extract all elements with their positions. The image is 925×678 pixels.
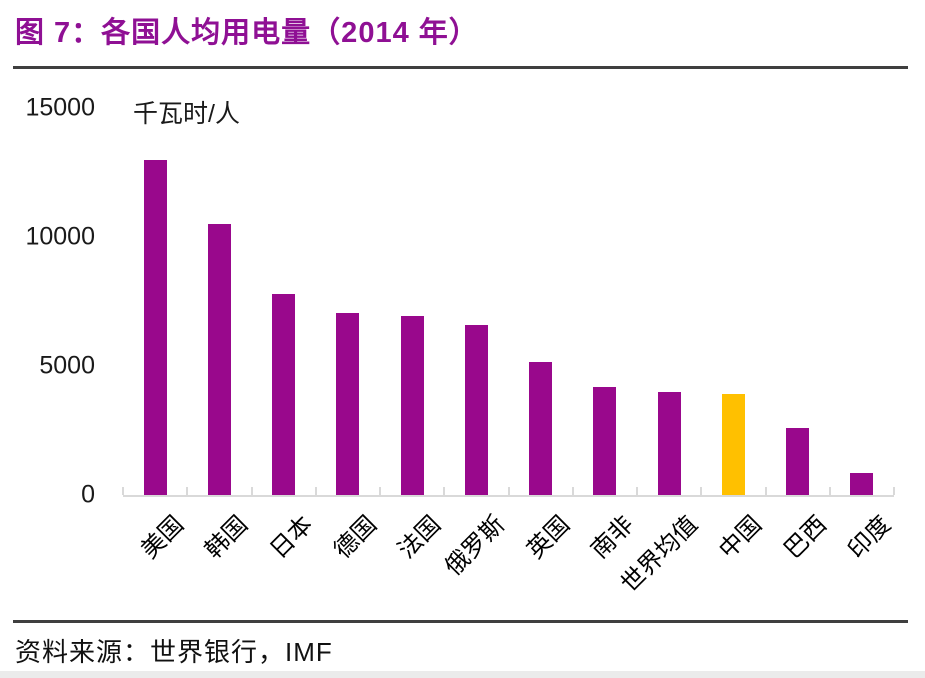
bar-世界均值 bbox=[657, 391, 681, 495]
y-tick-label-0: 0 bbox=[81, 480, 95, 509]
x-label-日本: 日本 bbox=[264, 510, 318, 564]
x-axis-line bbox=[123, 495, 894, 497]
footer-divider-line bbox=[13, 620, 908, 623]
x-axis-tick bbox=[443, 487, 446, 495]
x-label-美国: 美国 bbox=[136, 510, 190, 564]
bar-德国 bbox=[336, 313, 360, 495]
x-axis-tick bbox=[507, 487, 510, 495]
x-axis-tick bbox=[893, 487, 895, 495]
y-tick-label-15000: 15000 bbox=[25, 93, 95, 122]
figure-title: 图 7：各国人均用电量（2014 年） bbox=[15, 17, 479, 49]
x-label-俄罗斯: 俄罗斯 bbox=[440, 510, 511, 581]
bar-巴西 bbox=[786, 427, 810, 495]
x-axis-tick bbox=[379, 487, 381, 495]
x-axis-tick bbox=[250, 487, 253, 495]
x-axis-tick bbox=[828, 487, 831, 495]
x-axis-tick bbox=[764, 487, 767, 495]
x-label-巴西: 巴西 bbox=[778, 510, 832, 564]
x-axis-tick bbox=[571, 487, 574, 495]
x-label-韩国: 韩国 bbox=[200, 510, 254, 564]
x-axis-tick bbox=[314, 487, 317, 495]
x-label-印度: 印度 bbox=[842, 510, 896, 564]
x-axis-tick bbox=[122, 487, 124, 495]
x-axis-tick bbox=[700, 487, 703, 495]
page-bottom-edge bbox=[0, 671, 925, 678]
bar-chart-plot-area bbox=[122, 108, 895, 497]
data-source-note: 资料来源：世界银行，IMF bbox=[15, 637, 333, 667]
bar-中国 bbox=[721, 394, 745, 495]
title-divider-line bbox=[13, 66, 908, 69]
bar-印度 bbox=[850, 473, 874, 495]
bar-韩国 bbox=[207, 224, 231, 495]
bar-日本 bbox=[272, 293, 296, 495]
bar-英国 bbox=[529, 362, 553, 495]
y-tick-label-10000: 10000 bbox=[25, 222, 95, 251]
bar-俄罗斯 bbox=[464, 324, 488, 495]
x-label-德国: 德国 bbox=[328, 510, 382, 564]
x-label-英国: 英国 bbox=[521, 510, 575, 564]
x-axis-tick bbox=[186, 487, 189, 495]
x-axis-tick bbox=[636, 487, 638, 495]
x-label-中国: 中国 bbox=[714, 510, 768, 564]
y-axis-unit-label: 千瓦时/人 bbox=[133, 100, 240, 128]
bar-南非 bbox=[593, 386, 617, 495]
bar-美国 bbox=[143, 159, 167, 495]
y-tick-label-5000: 5000 bbox=[39, 351, 95, 380]
bar-法国 bbox=[400, 315, 424, 495]
